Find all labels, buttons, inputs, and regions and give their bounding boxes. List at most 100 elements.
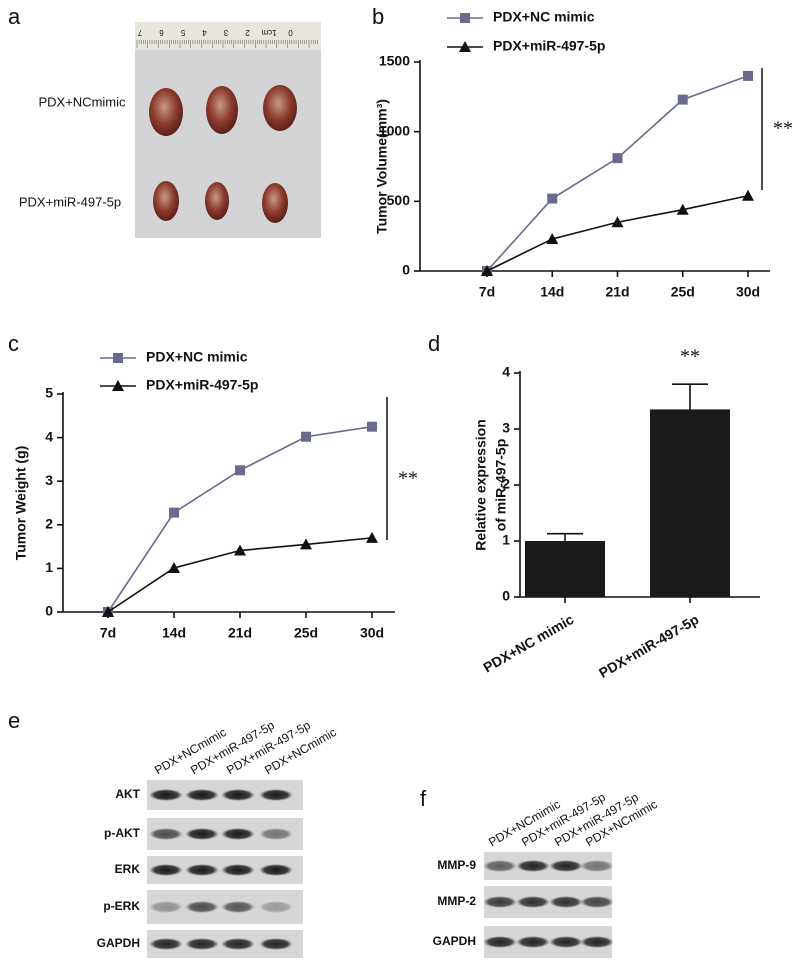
row-label: PDX+NCmimic [38, 94, 126, 109]
y-tick-label: 500 [387, 192, 411, 208]
blot-band [516, 936, 550, 948]
tumor [263, 85, 297, 131]
blot-band [149, 864, 183, 876]
blot-row-label: p-ERK [103, 899, 140, 913]
blot-band [483, 936, 517, 948]
blot-band [149, 828, 183, 840]
legend-label: PDX+NC mimic [146, 349, 248, 365]
marker [481, 265, 493, 276]
blot-band [549, 896, 583, 908]
blot-row-label: MMP-2 [437, 894, 476, 908]
blot-row-label: GAPDH [433, 934, 476, 948]
legend-marker [113, 353, 123, 363]
x-tick-label: 21d [605, 284, 629, 300]
blot-band [483, 860, 517, 872]
legend-marker [112, 380, 124, 391]
marker [102, 606, 114, 617]
significance-label: ** [773, 118, 793, 140]
y-tick-label: 1 [502, 532, 510, 548]
y-tick-label: 2 [502, 476, 510, 492]
panel-label: f [420, 786, 427, 811]
blot-row-label: GAPDH [97, 936, 140, 950]
x-tick-label: PDX+miR-497-5p [596, 611, 701, 681]
blot-band [185, 828, 219, 840]
blot-band [221, 789, 255, 801]
ruler-label: 7 [137, 28, 142, 37]
y-tick-label: 3 [502, 420, 510, 436]
marker [547, 193, 558, 204]
tumor [153, 181, 179, 221]
ruler-label: 1cm [261, 28, 276, 37]
y-tick-label: 1000 [379, 122, 410, 138]
ruler-label: 0 [288, 28, 293, 37]
x-tick-label: 25d [294, 625, 318, 641]
row-label: PDX+miR-497-5p [19, 194, 121, 209]
panel-label: a [8, 4, 21, 29]
panel-label: d [428, 331, 440, 356]
legend-marker [460, 13, 470, 23]
legend-label: PDX+NC mimic [493, 9, 595, 25]
blot-row-label: p-AKT [104, 826, 141, 840]
x-tick-label: 7d [100, 625, 116, 641]
y-axis-label: of miR-497-5p [493, 439, 509, 532]
x-tick-label: 14d [540, 284, 564, 300]
y-tick-label: 4 [502, 364, 510, 380]
panel-label: e [8, 708, 20, 733]
ruler-label: 6 [159, 28, 164, 37]
marker [301, 431, 311, 442]
x-tick-label: 21d [228, 625, 252, 641]
blot-band [549, 936, 583, 948]
marker [742, 189, 754, 201]
blot-band [580, 860, 614, 872]
blot-band [580, 896, 614, 908]
tumor-photo [135, 22, 321, 238]
marker [611, 216, 624, 228]
blot-band [549, 860, 583, 872]
marker [677, 94, 688, 105]
ruler-label: 4 [202, 28, 207, 37]
ruler [135, 22, 321, 50]
x-tick-label: 25d [671, 284, 695, 300]
blot-band [221, 864, 255, 876]
y-axis-label: Tumor Weight (g) [13, 446, 29, 561]
bar [525, 541, 605, 597]
legend-label: PDX+miR-497-5p [146, 377, 258, 393]
legend-label: PDX+miR-497-5p [493, 38, 605, 54]
x-tick-label: 30d [736, 284, 760, 300]
marker [235, 465, 245, 476]
ruler-label: 5 [180, 28, 185, 37]
x-tick-label: 7d [479, 284, 495, 300]
blot-band [259, 789, 293, 801]
blot-band [221, 901, 255, 913]
marker [743, 70, 753, 81]
marker [169, 507, 179, 518]
blot-band [221, 938, 255, 950]
legend-marker [459, 41, 471, 52]
blot-row-label: AKT [115, 787, 140, 801]
blot-band [149, 789, 183, 801]
y-tick-label: 1 [45, 559, 53, 575]
marker [367, 421, 377, 432]
y-tick-label: 4 [45, 428, 53, 444]
marker [676, 203, 689, 215]
blot-band [185, 901, 219, 913]
blot-band [185, 938, 219, 950]
series-line [486, 194, 749, 272]
blot-band [483, 896, 517, 908]
blot-band [149, 938, 183, 950]
marker [168, 561, 180, 573]
panel-label: b [372, 4, 384, 29]
blot-row-label: MMP-9 [437, 858, 476, 872]
y-tick-label: 1500 [379, 53, 410, 69]
y-tick-label: 2 [45, 516, 53, 532]
tumor [205, 182, 229, 220]
blot-band [221, 828, 255, 840]
blot-row-label: ERK [115, 862, 141, 876]
x-tick-label: 30d [360, 625, 384, 641]
y-tick-label: 0 [502, 588, 510, 604]
tumor [206, 86, 238, 134]
y-tick-label: 5 [45, 385, 53, 401]
blot-band [259, 938, 293, 950]
marker [612, 153, 623, 164]
